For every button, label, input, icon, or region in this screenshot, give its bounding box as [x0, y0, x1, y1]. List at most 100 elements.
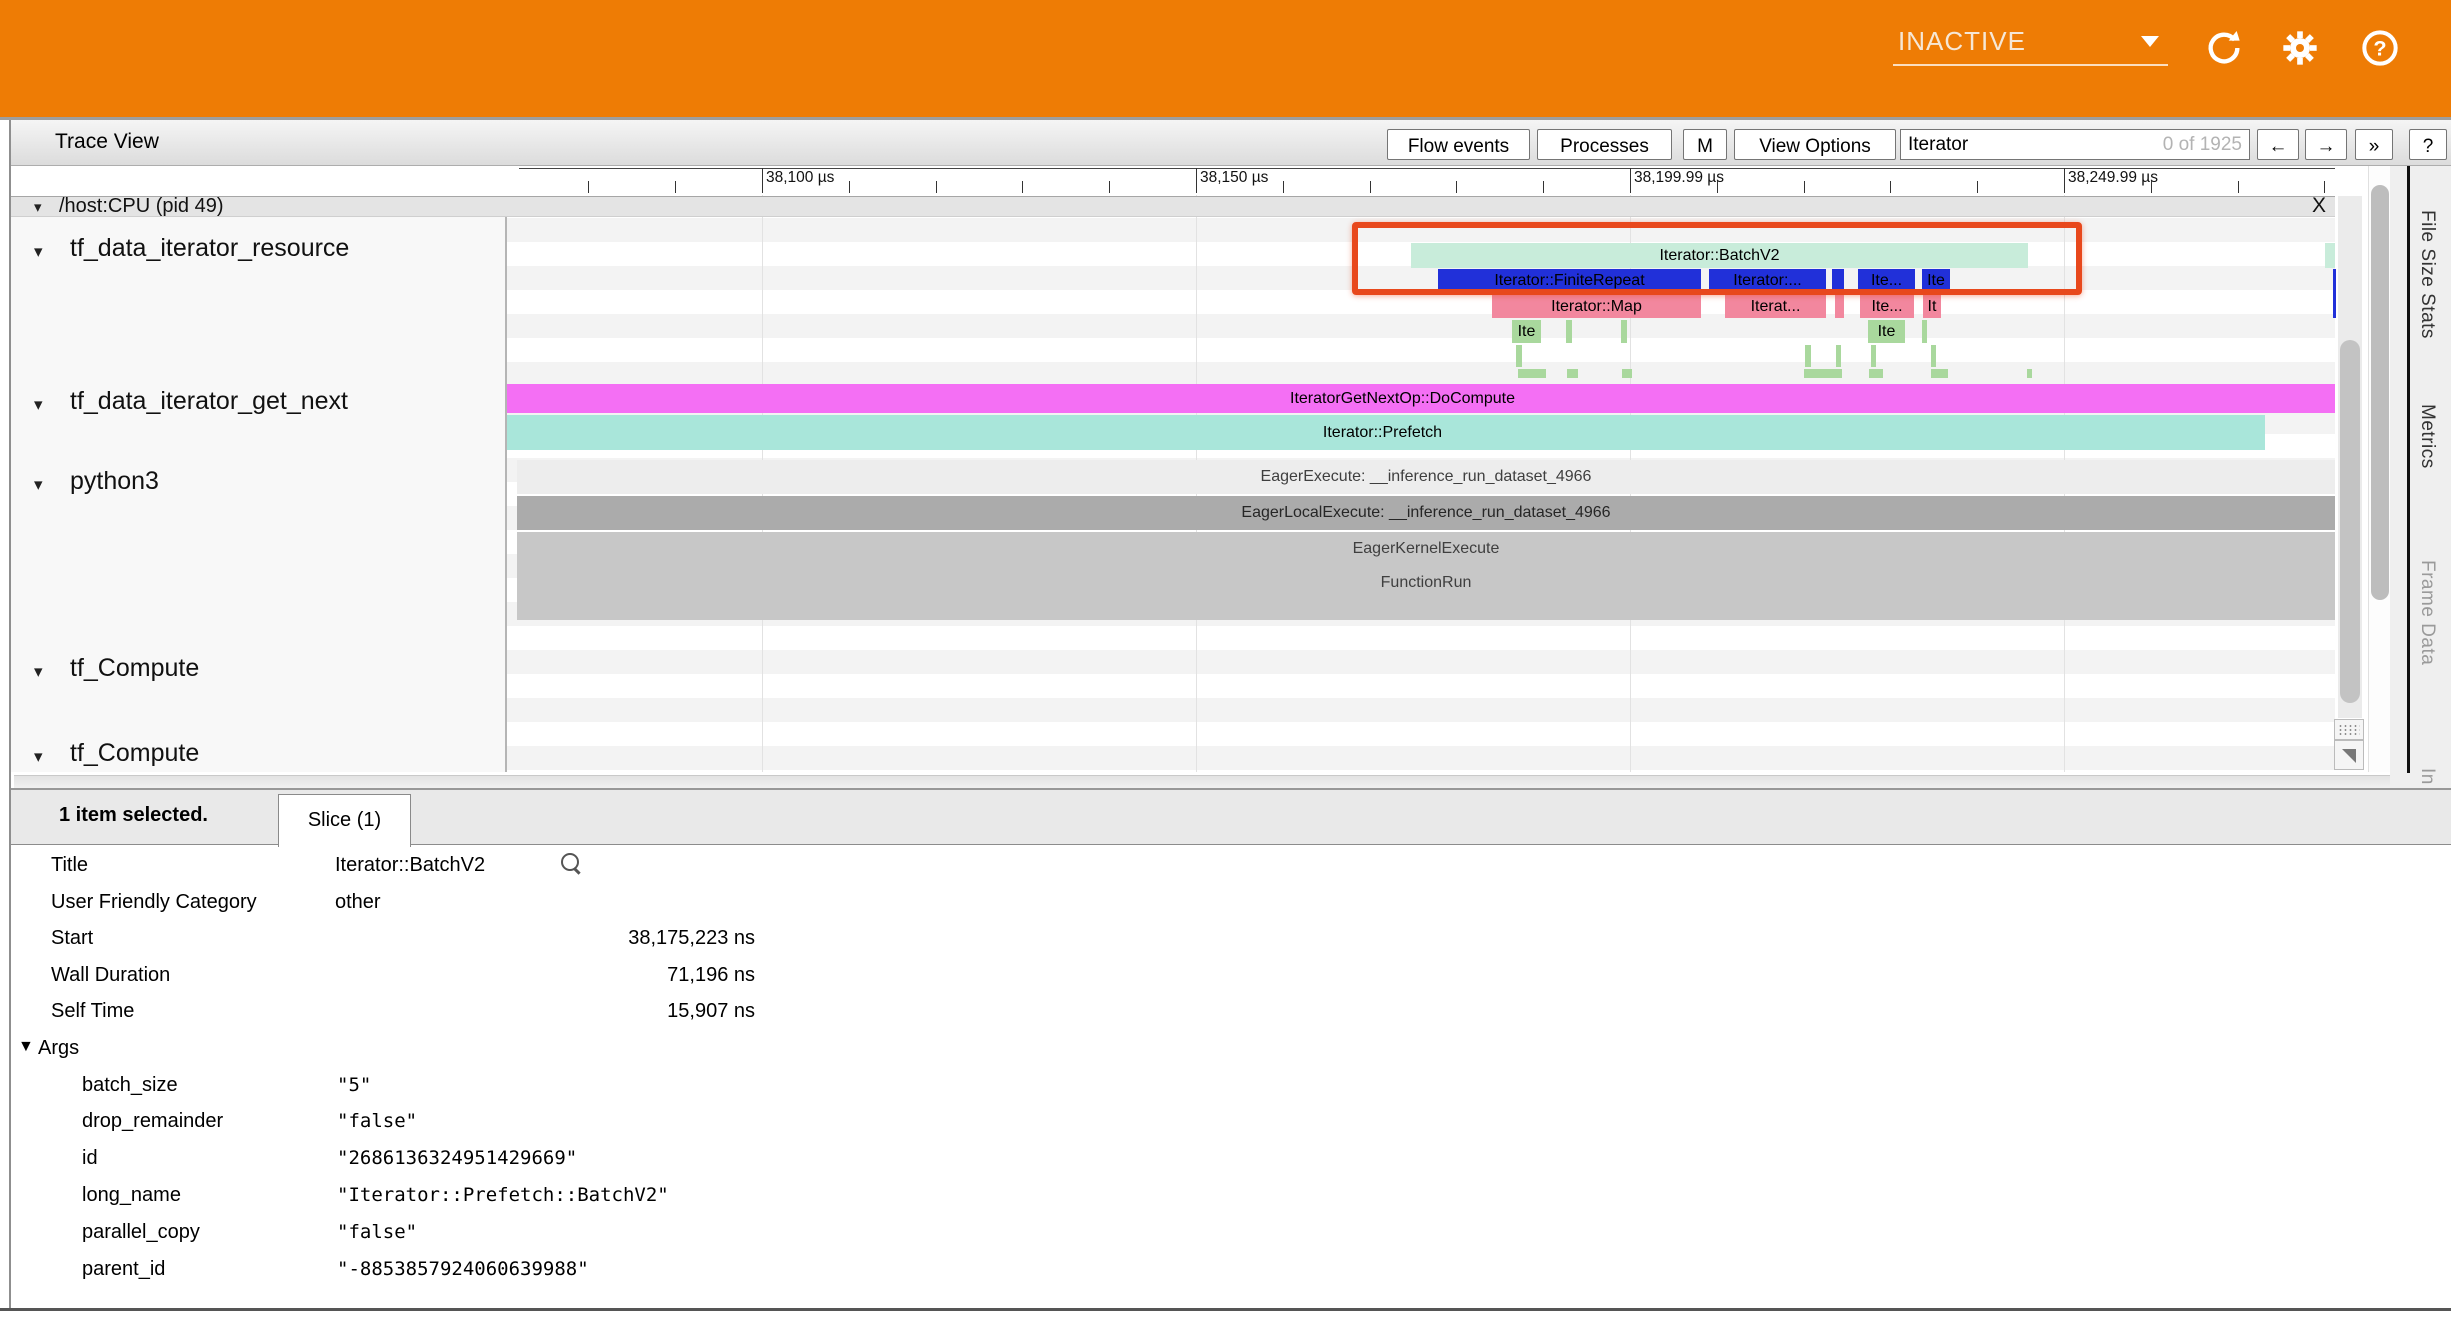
args-expand-arrow[interactable]: ▼: [18, 1037, 34, 1055]
sidebar-tab-file-size-stats[interactable]: File Size Stats: [2417, 210, 2438, 339]
trace-slice-sliver[interactable]: [2027, 369, 2032, 378]
args-row: ▼ Args: [11, 1030, 2451, 1067]
trace-slice[interactable]: Ite...: [1860, 295, 1914, 318]
tab-slice[interactable]: Slice (1): [278, 794, 411, 847]
search-input[interactable]: [1901, 130, 2148, 159]
collapse-arrow-icon[interactable]: ▾: [34, 747, 43, 766]
m-button[interactable]: M: [1683, 129, 1727, 160]
trace-slice-sliver[interactable]: [1871, 345, 1876, 367]
trace-slice-sliver[interactable]: [1832, 269, 1844, 293]
ruler-minor-tick: [675, 181, 676, 193]
trace-slice[interactable]: Iterator::BatchV2: [1411, 243, 2028, 268]
ruler-minor-tick: [1456, 181, 1457, 193]
refresh-icon[interactable]: [2204, 28, 2244, 68]
trace-slice[interactable]: Iterator::FiniteRepeat: [1438, 269, 1701, 293]
collapse-arrow-icon[interactable]: ▾: [34, 662, 43, 681]
trace-slice-sliver[interactable]: [2325, 243, 2335, 268]
view-options-button[interactable]: View Options: [1734, 129, 1896, 160]
page-scrollbar[interactable]: [2368, 166, 2391, 772]
trace-slice-sliver[interactable]: [1931, 345, 1936, 367]
arg-row: long_name "Iterator::Prefetch::BatchV2": [11, 1177, 2451, 1214]
trace-slice[interactable]: EagerKernelExecute: [517, 532, 2335, 566]
trace-slice-sliver[interactable]: [1835, 295, 1844, 318]
trace-slice-sliver[interactable]: [1804, 369, 1842, 378]
trace-slice[interactable]: Ite...: [1858, 269, 1915, 293]
drag-handle[interactable]: [2334, 719, 2364, 740]
trace-slice[interactable]: FunctionRun: [517, 566, 2335, 600]
trace-slice-sliver[interactable]: [1805, 345, 1811, 367]
trace-slice[interactable]: Iterator::Map: [1492, 295, 1701, 318]
resize-handle[interactable]: [2334, 740, 2364, 770]
trace-slice-sliver[interactable]: [1567, 369, 1578, 378]
sidebar-tab-in[interactable]: In: [2417, 768, 2438, 785]
trace-slice-sliver[interactable]: [1566, 320, 1572, 343]
trace-scrollbar[interactable]: [2338, 196, 2362, 718]
trace-slice-sliver[interactable]: [1518, 369, 1546, 378]
track-stripes: [507, 218, 2335, 772]
collapse-arrow-icon[interactable]: ▾: [34, 242, 43, 261]
help-icon[interactable]: ?: [2360, 28, 2400, 68]
ruler-tick-label: 38,199.99 µs: [1634, 169, 1724, 186]
ruler-major-tick: [1630, 168, 1631, 193]
collapse-arrow-icon[interactable]: ▾: [34, 475, 43, 494]
run-status-label: INACTIVE: [1898, 26, 2026, 56]
ruler-minor-tick: [1804, 181, 1805, 193]
track-row-tf_data_iterator_get_next[interactable]: ▾ tf_data_iterator_get_next: [14, 387, 494, 419]
sidebar-tab-frame-data[interactable]: Frame Data: [2417, 560, 2438, 666]
trace-slice[interactable]: Iterator::Prefetch: [500, 415, 2265, 450]
ruler-baseline: [519, 168, 2335, 169]
trace-slice[interactable]: EagerLocalExecute: __inference_run_datas…: [517, 496, 2335, 530]
trace-slice[interactable]: Ite: [1922, 269, 1950, 293]
trace-slice-sliver[interactable]: [1922, 320, 1927, 343]
trace-slice-sliver[interactable]: [2333, 269, 2336, 318]
prev-result-button[interactable]: ←: [2257, 129, 2299, 160]
trace-slice[interactable]: IteratorGetNextOp::DoCompute: [470, 384, 2335, 413]
process-header[interactable]: ▾ /host:CPU (pid 49) X: [11, 194, 2335, 217]
flow-events-button[interactable]: Flow events: [1387, 129, 1530, 160]
arg-name: parent_id: [82, 1257, 166, 1280]
trace-slice-sliver[interactable]: [1621, 320, 1627, 343]
trace-slice[interactable]: Ite: [1868, 320, 1905, 343]
trace-slice[interactable]: Iterator:...: [1709, 269, 1826, 293]
args-label: Args: [38, 1036, 80, 1059]
trace-slice-sliver[interactable]: [1931, 369, 1948, 378]
trace-slice-sliver[interactable]: [1516, 345, 1522, 367]
track-row-tf_Compute[interactable]: ▾ tf_Compute: [14, 654, 494, 686]
detail-label: User Friendly Category: [51, 890, 257, 913]
arg-name: parallel_copy: [82, 1220, 200, 1243]
arg-name: drop_remainder: [82, 1110, 224, 1133]
collapse-arrow-icon[interactable]: ▾: [34, 395, 43, 414]
close-icon[interactable]: X: [2312, 194, 2327, 217]
run-status-select[interactable]: INACTIVE: [1893, 18, 2171, 66]
trace-slice-sliver[interactable]: [1836, 345, 1841, 367]
sidebar-tab-metrics[interactable]: Metrics: [2417, 404, 2438, 469]
horizontal-scrollbar[interactable]: [14, 775, 2390, 789]
trace-scrollbar-thumb[interactable]: [2340, 340, 2360, 703]
detail-label: Wall Duration: [51, 963, 171, 986]
help-button[interactable]: ?: [2409, 129, 2447, 160]
arg-row: batch_size "5": [11, 1067, 2451, 1104]
track-row-tf_Compute[interactable]: ▾ tf_Compute: [14, 739, 494, 771]
next-result-button[interactable]: →: [2305, 129, 2347, 160]
processes-button[interactable]: Processes: [1537, 129, 1672, 160]
ruler-minor-tick: [1283, 181, 1284, 193]
track-name: python3: [70, 467, 159, 495]
gear-icon[interactable]: [2280, 28, 2320, 68]
page-scrollbar-thumb[interactable]: [2371, 185, 2389, 600]
trace-slice-sliver[interactable]: [1622, 369, 1632, 378]
trace-slice[interactable]: It: [1923, 295, 1941, 318]
trace-slice-sliver[interactable]: [517, 600, 2335, 620]
trace-slice[interactable]: EagerExecute: __inference_run_dataset_49…: [517, 460, 2335, 494]
collapse-arrow-icon[interactable]: ▾: [34, 199, 42, 216]
ruler-minor-tick: [588, 181, 589, 193]
detail-value: other: [335, 890, 381, 913]
trace-slice[interactable]: Iterat...: [1725, 295, 1826, 318]
ruler-minor-tick: [2324, 181, 2325, 193]
trace-slice[interactable]: Ite: [1512, 320, 1541, 343]
track-row-python3[interactable]: ▾ python3: [14, 467, 494, 499]
expand-button[interactable]: »: [2355, 129, 2393, 160]
magnifier-icon[interactable]: [561, 853, 579, 871]
trace-slice-sliver[interactable]: [1869, 369, 1883, 378]
track-row-tf_data_iterator_resource[interactable]: ▾ tf_data_iterator_resource: [14, 234, 494, 266]
